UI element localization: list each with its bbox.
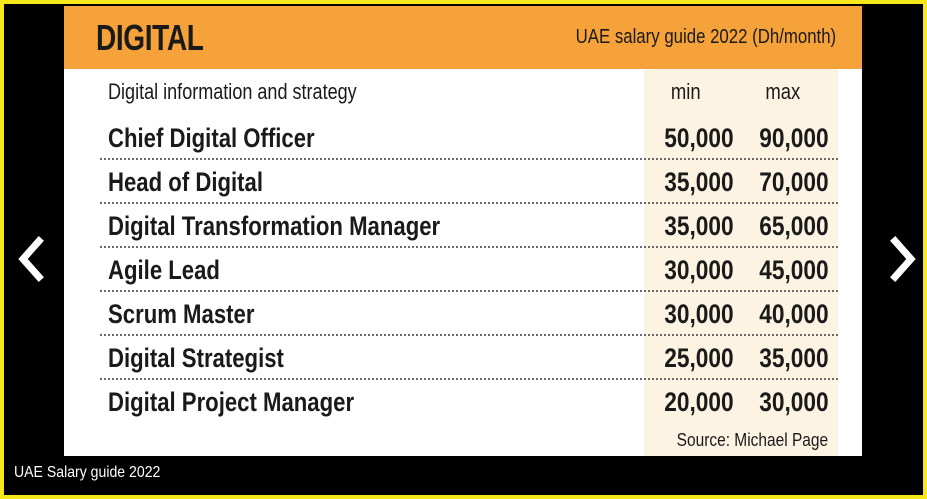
min-salary: 30,000 xyxy=(664,299,734,329)
table-row: Digital Project Manager 20,000 30,000 xyxy=(100,378,838,422)
table-row: Agile Lead 30,000 45,000 xyxy=(100,246,838,292)
max-salary: 35,000 xyxy=(759,343,829,373)
next-slide-button[interactable] xyxy=(882,234,922,284)
min-salary: 30,000 xyxy=(664,255,734,285)
max-salary: 45,000 xyxy=(759,255,829,285)
min-salary: 35,000 xyxy=(664,211,734,241)
role-name: Agile Lead xyxy=(108,255,220,285)
table-row: Chief Digital Officer 50,000 90,000 xyxy=(100,114,838,160)
role-name: Head of Digital xyxy=(108,167,263,197)
slide-title: DIGITAL xyxy=(96,17,204,58)
chevron-left-icon xyxy=(18,236,44,282)
role-name: Chief Digital Officer xyxy=(108,123,315,153)
min-salary: 20,000 xyxy=(664,387,734,417)
min-salary: 50,000 xyxy=(664,123,734,153)
table-row: Digital Transformation Manager 35,000 65… xyxy=(100,202,838,248)
column-header-max: max xyxy=(765,79,801,104)
max-salary: 70,000 xyxy=(759,167,829,197)
salary-guide-image: DIGITAL UAE salary guide 2022 (Dh/month)… xyxy=(64,6,862,456)
table-row: Head of Digital 35,000 70,000 xyxy=(100,158,838,204)
slide-header: DIGITAL UAE salary guide 2022 (Dh/month) xyxy=(64,6,862,69)
image-caption: UAE Salary guide 2022 xyxy=(14,464,161,481)
image-viewer: DIGITAL UAE salary guide 2022 (Dh/month)… xyxy=(4,4,923,495)
source-credit: Source: Michael Page xyxy=(676,430,828,450)
max-salary: 65,000 xyxy=(759,211,829,241)
slide-subtitle: UAE salary guide 2022 (Dh/month) xyxy=(575,26,836,48)
table-row: Scrum Master 30,000 40,000 xyxy=(100,290,838,336)
max-salary: 30,000 xyxy=(759,387,829,417)
role-name: Digital Transformation Manager xyxy=(108,211,441,241)
role-name: Scrum Master xyxy=(108,299,255,329)
previous-slide-button[interactable] xyxy=(12,234,52,284)
min-salary: 35,000 xyxy=(664,167,734,197)
role-name: Digital Strategist xyxy=(108,343,284,373)
max-salary: 90,000 xyxy=(759,123,829,153)
min-salary: 25,000 xyxy=(664,343,734,373)
role-name: Digital Project Manager xyxy=(108,387,355,417)
max-salary: 40,000 xyxy=(759,299,829,329)
value-column-background xyxy=(644,69,838,456)
table-row: Digital Strategist 25,000 35,000 xyxy=(100,334,838,380)
chevron-right-icon xyxy=(890,236,916,282)
section-label: Digital information and strategy xyxy=(108,79,357,104)
column-header-min: min xyxy=(670,79,701,104)
